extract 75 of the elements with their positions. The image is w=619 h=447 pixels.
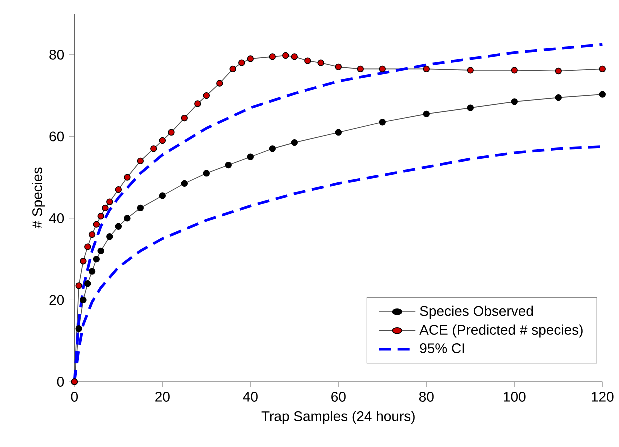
point (599, 91, 606, 98)
point (115, 223, 122, 230)
point (379, 119, 386, 126)
y-tick-label: 60 (50, 132, 64, 142)
x-tick-label: 100 (504, 392, 526, 402)
y-axis-title: # Species (32, 168, 46, 229)
point (168, 129, 175, 136)
legend-label: Species Observed (420, 306, 534, 319)
point (291, 54, 298, 60)
point (423, 110, 430, 118)
y-tick-label: 0 (57, 377, 64, 387)
point (115, 186, 122, 194)
point (93, 221, 100, 228)
x-axis-title: Trap Samples (24 hours) (262, 411, 415, 424)
point (88, 231, 96, 238)
point (269, 54, 276, 60)
point (80, 258, 87, 265)
point (181, 114, 188, 122)
y-tick-label: 40 (49, 213, 64, 224)
point (194, 100, 202, 108)
point (379, 66, 386, 73)
point (335, 64, 342, 70)
point (98, 248, 104, 254)
point (88, 268, 96, 275)
x-tick-label: 0 (71, 392, 78, 402)
point (225, 162, 232, 169)
x-tick-label: 80 (419, 392, 434, 402)
point (106, 198, 114, 206)
x-tick-label: 20 (156, 392, 170, 402)
point (159, 137, 166, 144)
y-tick-label: 20 (50, 295, 64, 306)
x-tick-label: 40 (243, 392, 258, 402)
x-tick-label: 120 (592, 392, 614, 402)
point (76, 282, 82, 290)
point (318, 60, 324, 66)
point (269, 146, 276, 152)
point (80, 296, 87, 304)
point (137, 204, 144, 212)
point (203, 170, 210, 177)
point (106, 234, 114, 240)
point (216, 80, 224, 87)
point (124, 174, 131, 181)
point (511, 67, 518, 74)
point (511, 98, 518, 106)
point (335, 129, 342, 136)
point (230, 66, 236, 73)
point (599, 66, 606, 73)
x-tick-label: 60 (332, 392, 346, 402)
point (84, 280, 92, 288)
point (84, 244, 92, 250)
point (93, 256, 100, 263)
point (159, 192, 166, 200)
legend-label: 95% CI (420, 344, 464, 354)
point (247, 56, 254, 62)
point (247, 154, 254, 160)
legend-label: ACE (Predicted # species) (420, 324, 583, 338)
point (467, 67, 474, 74)
point (467, 104, 474, 112)
point (124, 215, 131, 222)
point (357, 66, 364, 73)
point (203, 92, 210, 100)
point (238, 60, 246, 66)
y-tick-label: 80 (50, 50, 64, 60)
point (304, 58, 312, 64)
point (150, 146, 158, 152)
point (291, 139, 298, 146)
point (282, 52, 290, 60)
point (181, 180, 188, 188)
point (137, 158, 144, 165)
point (555, 94, 562, 102)
point (98, 213, 104, 220)
point (423, 66, 430, 73)
point (102, 204, 109, 212)
point (555, 68, 562, 75)
point (76, 326, 82, 332)
